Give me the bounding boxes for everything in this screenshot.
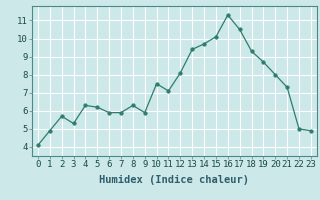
X-axis label: Humidex (Indice chaleur): Humidex (Indice chaleur) — [100, 175, 249, 185]
